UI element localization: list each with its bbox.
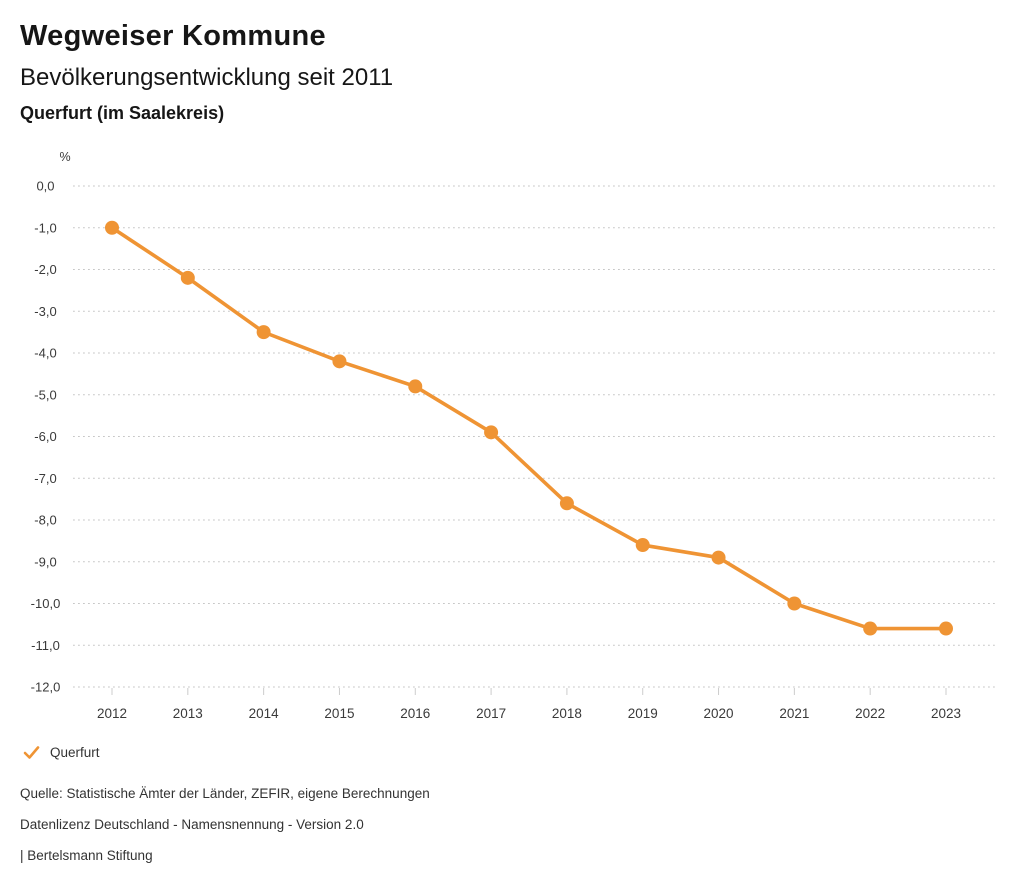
- check-icon: [23, 746, 40, 759]
- x-axis-label: 2014: [249, 706, 280, 721]
- data-point-2019[interactable]: [635, 538, 650, 553]
- y-axis-unit-label: %: [59, 150, 70, 164]
- series-line-querfurt: [110, 225, 948, 631]
- attribution-note: | Bertelsmann Stiftung: [20, 848, 153, 863]
- y-axis-label: 0,0: [36, 179, 54, 194]
- source-note: Quelle: Statistische Ämter der Länder, Z…: [20, 786, 430, 801]
- data-point-2015[interactable]: [332, 354, 347, 369]
- license-note: Datenlizenz Deutschland - Namensnennung …: [20, 817, 364, 832]
- y-axis-label: -6,0: [34, 429, 56, 444]
- chart-title: Bevölkerungsentwicklung seit 2011: [20, 64, 394, 91]
- x-axis-label: 2017: [476, 706, 506, 721]
- y-axis-label: -10,0: [31, 596, 61, 611]
- data-point-2020[interactable]: [711, 550, 726, 565]
- x-axis-label: 2020: [704, 706, 734, 721]
- x-axis-label: 2016: [400, 706, 430, 721]
- x-axis-label: 2013: [173, 706, 203, 721]
- data-point-2014[interactable]: [256, 325, 271, 340]
- x-axis-label: 2012: [97, 706, 127, 721]
- y-axis-label: -2,0: [34, 262, 56, 277]
- x-axis-label: 2018: [552, 706, 582, 721]
- y-axis-label: -3,0: [34, 304, 56, 319]
- legend-item-label: Querfurt: [50, 745, 100, 760]
- data-point-2016[interactable]: [408, 379, 423, 394]
- y-axis-label: -11,0: [31, 638, 60, 653]
- x-axis-label: 2023: [931, 706, 961, 721]
- x-axis-label: 2021: [779, 706, 809, 721]
- page-title: Wegweiser Kommune: [20, 20, 326, 52]
- data-point-2018[interactable]: [559, 496, 574, 511]
- y-axis-label: -5,0: [34, 387, 56, 402]
- x-axis-label: 2015: [324, 706, 354, 721]
- y-axis-label: -12,0: [31, 680, 61, 695]
- y-axis-label: -7,0: [34, 471, 56, 486]
- population-chart-svg: % 0,0 -1,0 -2,0 -3,0 -4,0 -5,0 -6,0 -7,0 -8,0 -9,0…: [31, 150, 998, 721]
- chart-legend: Querfurt: [23, 745, 100, 760]
- data-point-2012[interactable]: [105, 220, 119, 235]
- y-axis-label: -1,0: [34, 220, 56, 235]
- data-point-2022[interactable]: [863, 621, 878, 636]
- y-axis-label: -8,0: [34, 513, 56, 528]
- chart-region-subtitle: Querfurt (im Saalekreis): [20, 103, 225, 123]
- y-axis-label: -9,0: [34, 554, 56, 569]
- x-axis-label: 2022: [855, 706, 885, 721]
- data-point-2021[interactable]: [787, 596, 802, 611]
- data-point-2017[interactable]: [484, 425, 499, 440]
- x-axis-label: 2019: [628, 706, 658, 721]
- data-point-2023[interactable]: [939, 621, 953, 636]
- data-point-2013[interactable]: [180, 270, 195, 285]
- legend-item-querfurt[interactable]: Querfurt: [23, 745, 100, 760]
- y-axis-label: -4,0: [34, 346, 56, 361]
